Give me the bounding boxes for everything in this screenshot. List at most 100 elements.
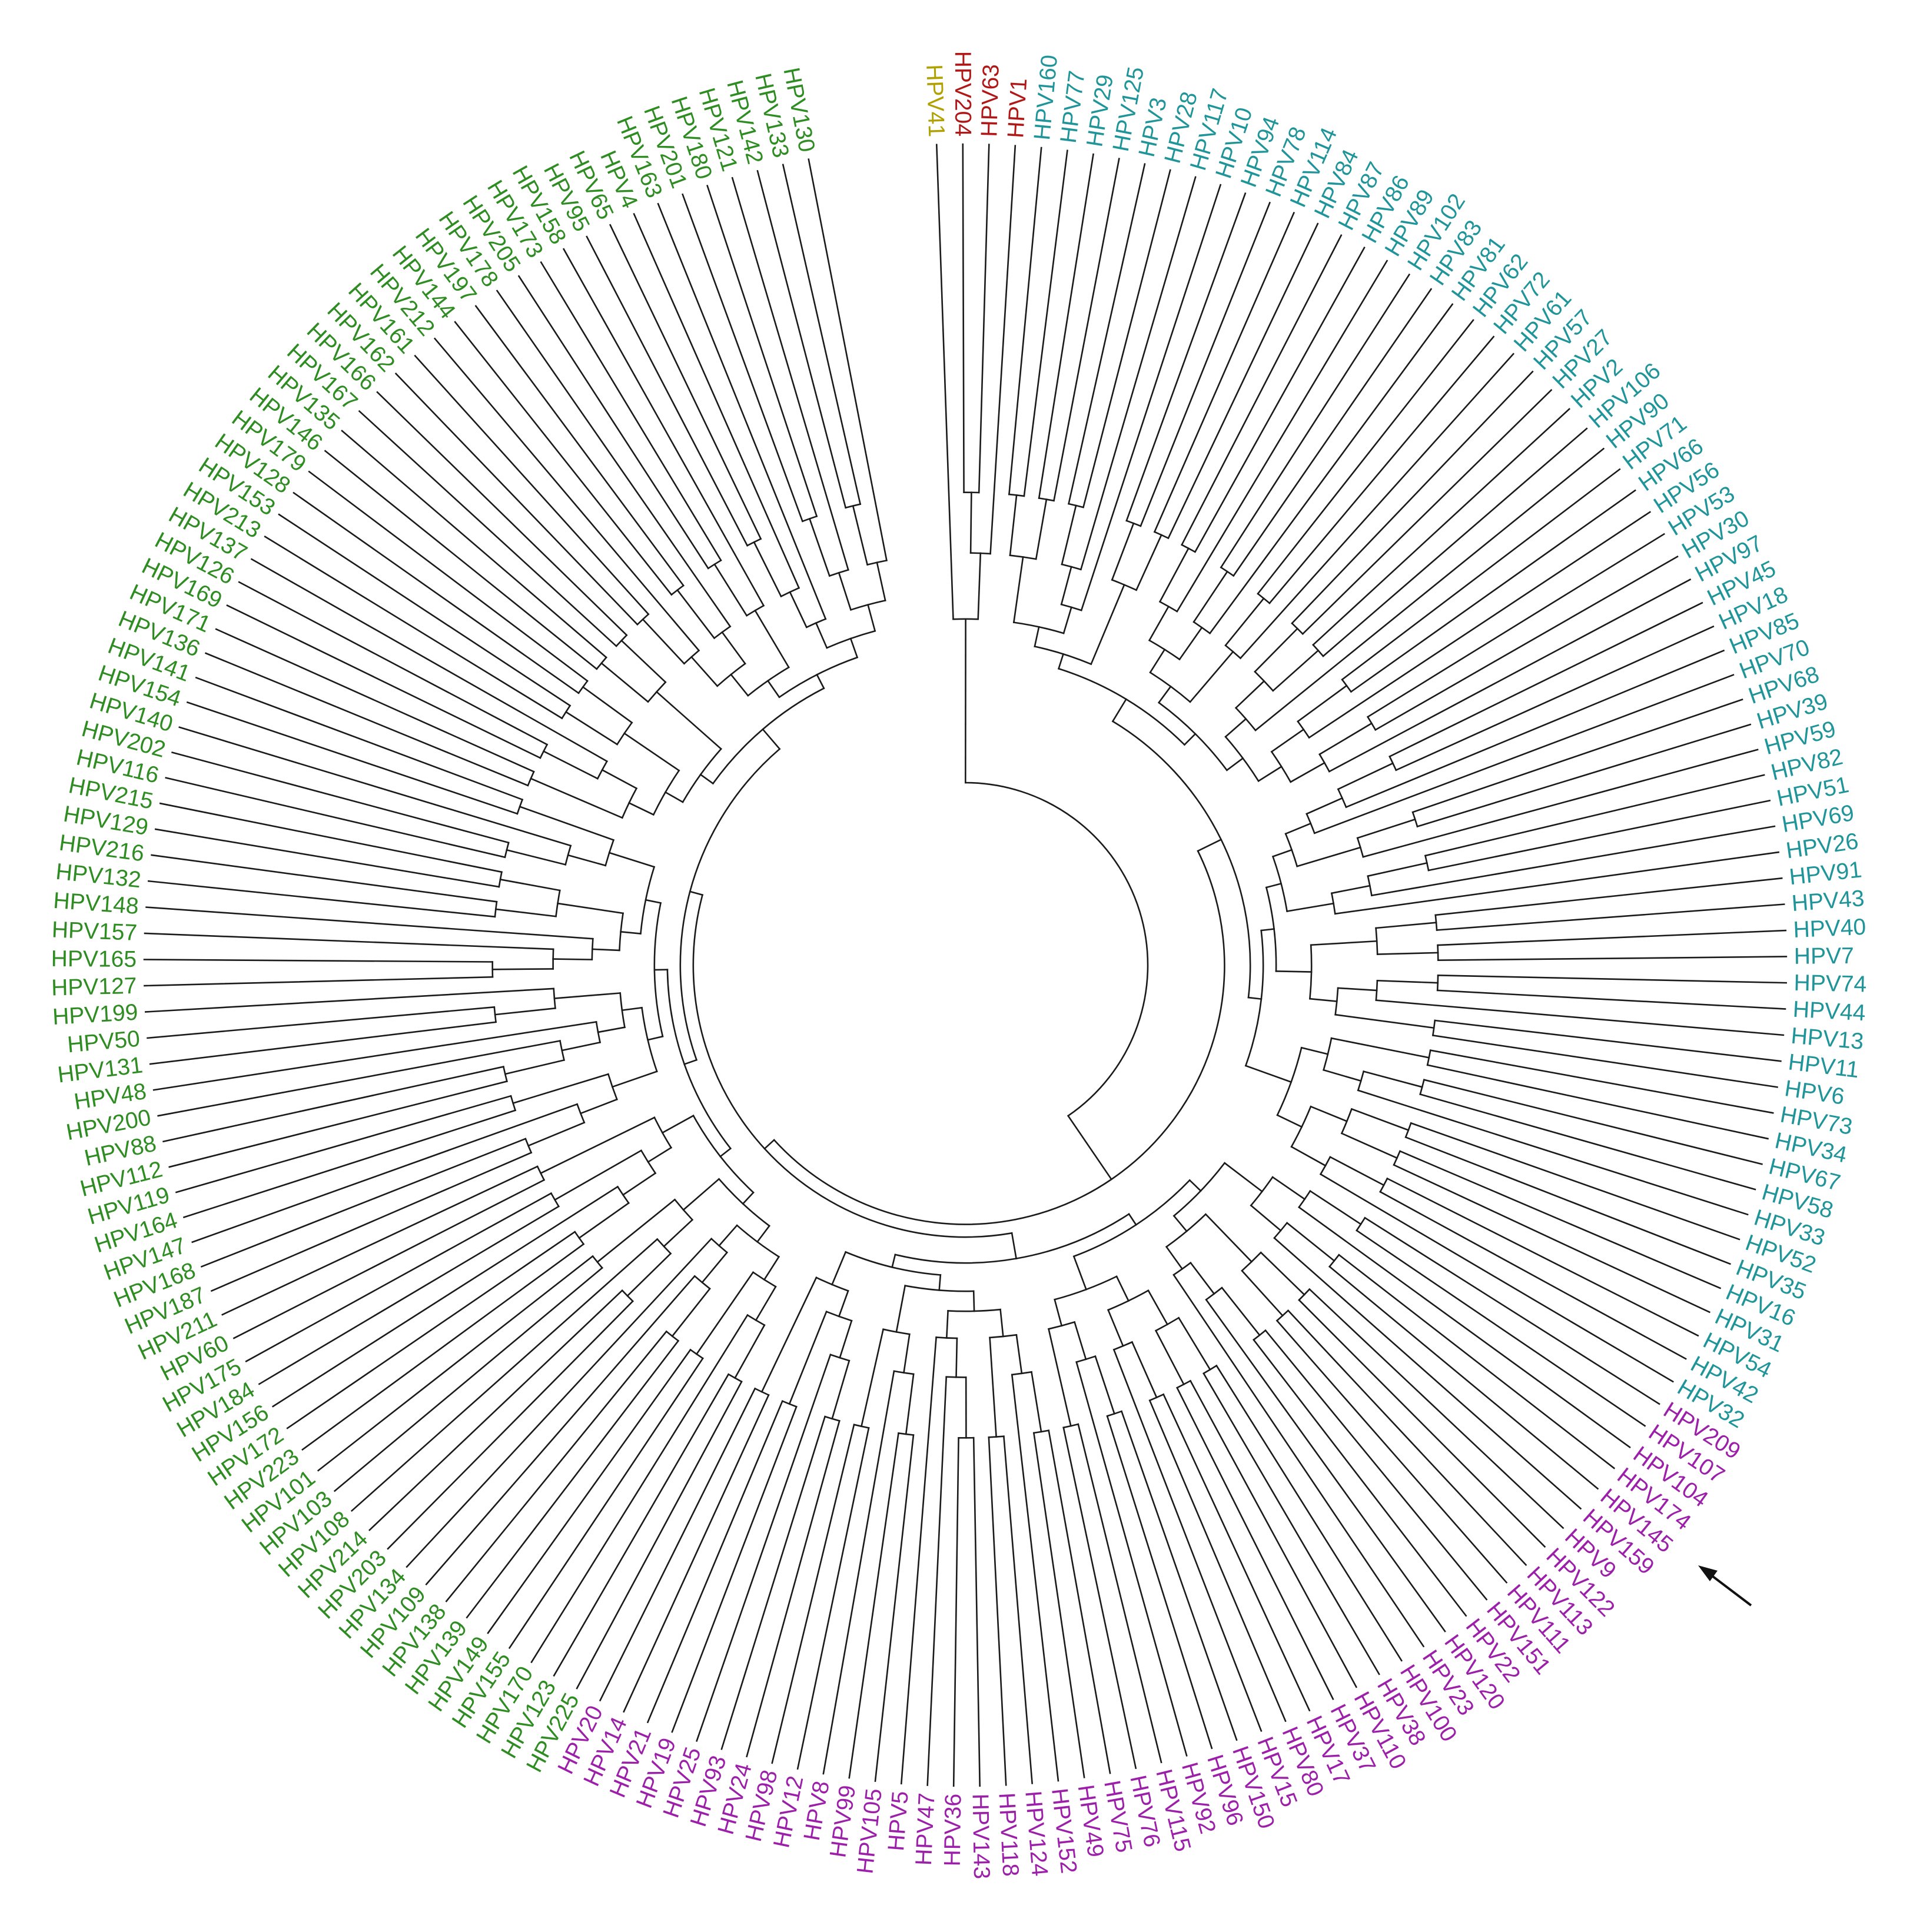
branch-segment-503 — [564, 711, 619, 746]
branch-segment-386 — [596, 1198, 676, 1263]
branch-segment-162 — [1437, 974, 1788, 984]
branch-segment-498 — [226, 604, 542, 759]
branch-segment-86 — [1291, 370, 1534, 625]
branch-segment-152 — [1376, 952, 1439, 955]
leaf-label-hpv157: HPV157 — [51, 917, 138, 946]
branch-arc-284 — [844, 1251, 942, 1276]
branch-segment-556 — [586, 235, 749, 547]
branch-arc-462 — [494, 900, 498, 918]
branch-segment-194 — [1399, 1150, 1722, 1289]
branch-segment-71 — [1189, 650, 1234, 703]
branch-segment-300 — [1002, 1435, 1034, 1784]
branch-segment-176 — [1426, 1064, 1769, 1140]
branch-segment-543 — [713, 563, 748, 617]
branch-segment-399 — [286, 1231, 576, 1429]
leaf-label-hpv199: HPV199 — [52, 1000, 138, 1030]
branch-arc-410 — [653, 902, 664, 1038]
branch-segment-146 — [1310, 940, 1378, 946]
branch-segment-251 — [1115, 1275, 1130, 1302]
branch-arc-470 — [604, 839, 615, 867]
branch-segment-255 — [1177, 1316, 1211, 1371]
branch-segment-327 — [838, 1289, 849, 1318]
branch-segment-10 — [989, 145, 1017, 555]
branch-segment-262 — [1176, 1386, 1334, 1700]
branch-arc-535 — [713, 625, 732, 640]
leaf-label-hpv74: HPV74 — [1793, 970, 1866, 997]
branch-segment-413 — [611, 1070, 658, 1088]
branch-arc-204 — [692, 894, 1013, 1238]
branch-segment-379 — [663, 1218, 694, 1248]
branch-segment-324 — [771, 1424, 855, 1764]
branch-segment-554 — [753, 541, 782, 598]
leaf-label-hpv50: HPV50 — [67, 1026, 141, 1058]
leaf-label-hpv41: HPV41 — [921, 64, 949, 138]
branch-segment-329 — [839, 1319, 853, 1359]
tree-branches — [143, 143, 1788, 1787]
branch-segment-398 — [301, 1243, 585, 1451]
leaf-label-hpv47: HPV47 — [911, 1793, 940, 1866]
branch-segment-177 — [1323, 1069, 1362, 1082]
branch-arc-187 — [1340, 1108, 1353, 1135]
branch-segment-49 — [1153, 211, 1295, 533]
branch-arc-197 — [1319, 1156, 1331, 1176]
branch-segment-19 — [1034, 626, 1040, 648]
branch-segment-424 — [182, 1109, 517, 1219]
branch-segment-482 — [762, 728, 781, 750]
branch-segment-575 — [808, 158, 888, 561]
branch-segment-550 — [815, 621, 828, 649]
branch-segment-196 — [1290, 1145, 1327, 1167]
branch-segment-215 — [1309, 1190, 1362, 1225]
branch-segment-342 — [623, 1394, 770, 1713]
branch-segment-231 — [1260, 1251, 1306, 1296]
branch-segment-156 — [1308, 997, 1338, 1003]
branch-arc-98 — [1341, 678, 1353, 693]
branch-segment-445 — [645, 899, 662, 904]
branch-segment-134 — [1286, 902, 1335, 912]
branch-segment-61 — [1181, 234, 1343, 546]
branch-segment-298 — [989, 1336, 997, 1438]
branch-segment-419 — [210, 1151, 533, 1292]
branch-segment-92 — [1254, 447, 1605, 731]
branch-arc-72 — [1224, 644, 1242, 660]
branch-segment-201 — [1379, 1191, 1687, 1360]
branch-segment-78 — [1225, 757, 1244, 772]
branch-segment-164 — [1375, 999, 1785, 1036]
branch-segment-222 — [1285, 1222, 1336, 1262]
branch-segment-291 — [1015, 1334, 1023, 1375]
branch-segment-541 — [754, 609, 790, 669]
branch-segment-367 — [717, 1224, 738, 1247]
branch-segment-339 — [646, 1400, 784, 1724]
branch-arc-145 — [1308, 944, 1313, 1000]
branch-segment-115 — [1271, 849, 1293, 858]
branch-segment-191 — [1404, 1136, 1731, 1265]
branch-segment-540 — [496, 290, 732, 628]
branch-arc-199 — [1379, 1177, 1388, 1193]
branch-arc-12 — [773, 850, 1225, 1225]
branch-segment-279 — [1048, 1328, 1072, 1427]
branch-segment-192 — [1340, 1132, 1399, 1159]
leaf-label-hpv124: HPV124 — [1020, 1790, 1052, 1877]
branch-arc-0 — [964, 782, 1149, 1117]
branch-segment-21 — [1012, 556, 1024, 624]
branch-arc-58 — [1158, 600, 1178, 613]
branch-segment-415 — [579, 1098, 618, 1115]
branch-segment-468 — [159, 802, 503, 873]
branch-segment-296 — [1032, 1432, 1085, 1778]
branch-segment-26 — [1023, 149, 1068, 497]
branch-segment-66 — [1192, 570, 1228, 623]
branch-segment-425 — [175, 1095, 512, 1193]
branch-segment-30 — [1052, 158, 1120, 502]
branch-arc-441 — [493, 1006, 497, 1023]
branch-segment-325 — [831, 1251, 847, 1286]
branch-arc-252 — [1107, 1289, 1150, 1311]
branch-segment-9 — [978, 144, 990, 494]
branch-segment-239 — [1165, 1245, 1184, 1271]
branch-arc-65 — [1192, 621, 1211, 635]
branch-arc-353 — [736, 1224, 780, 1258]
branch-segment-220 — [1250, 1204, 1282, 1232]
branch-segment-461 — [494, 908, 557, 917]
branch-segment-407 — [232, 1179, 546, 1339]
branch-segment-186 — [1310, 1105, 1348, 1122]
branch-segment-141 — [1427, 799, 1771, 872]
branch-segment-374 — [445, 1330, 668, 1602]
